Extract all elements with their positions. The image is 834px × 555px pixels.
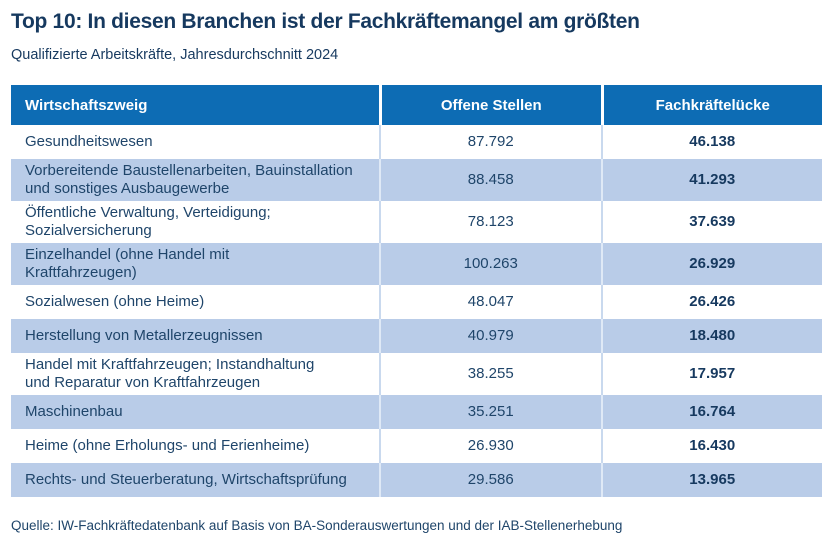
cell-offene-stellen: 29.586 <box>379 463 601 497</box>
cell-fachkraefteluecke: 41.293 <box>600 159 823 201</box>
infographic-page: Top 10: In diesen Branchen ist der Fachk… <box>11 10 822 533</box>
table-row: Gesundheitswesen 87.792 46.138 <box>11 125 822 159</box>
cell-offene-stellen: 40.979 <box>379 319 601 353</box>
table-row: Sozialwesen (ohne Heime) 48.047 26.426 <box>11 285 822 319</box>
cell-offene-stellen: 100.263 <box>379 243 601 285</box>
cell-offene-stellen: 87.792 <box>379 125 601 159</box>
cell-fachkraefteluecke: 16.764 <box>600 395 823 429</box>
column-header-offene-stellen: Offene Stellen <box>379 85 601 125</box>
cell-offene-stellen: 35.251 <box>379 395 601 429</box>
table-row: Einzelhandel (ohne Handel mit Kraftfahrz… <box>11 243 822 285</box>
cell-wirtschaftszweig: Maschinenbau <box>25 403 123 420</box>
page-subtitle: Qualifizierte Arbeitskräfte, Jahresdurch… <box>11 47 339 63</box>
cell-wirtschaftszweig: Herstellung von Metallerzeugnissen <box>25 327 263 344</box>
data-table: Wirtschaftszweig Offene Stellen Fachkräf… <box>11 85 822 497</box>
source-note: Quelle: IW-Fachkräftedatenbank auf Basis… <box>11 518 623 533</box>
cell-offene-stellen: 38.255 <box>379 353 601 395</box>
cell-fachkraefteluecke: 37.639 <box>600 201 823 243</box>
cell-wirtschaftszweig: Einzelhandel (ohne Handel mit Kraftfahrz… <box>25 246 230 281</box>
table-row: Maschinenbau 35.251 16.764 <box>11 395 822 429</box>
table-row: Herstellung von Metallerzeugnissen 40.97… <box>11 319 822 353</box>
cell-wirtschaftszweig: Gesundheitswesen <box>25 133 153 150</box>
table-row: Vorbereitende Baustellenarbeiten, Bauins… <box>11 159 822 201</box>
cell-offene-stellen: 88.458 <box>379 159 601 201</box>
cell-wirtschaftszweig: Heime (ohne Erholungs- und Ferienheime) <box>25 437 310 454</box>
table-header-row: Wirtschaftszweig Offene Stellen Fachkräf… <box>11 85 822 125</box>
cell-wirtschaftszweig: Sozialwesen (ohne Heime) <box>25 293 205 310</box>
cell-wirtschaftszweig: Rechts- und Steuerberatung, Wirtschaftsp… <box>25 471 347 488</box>
cell-fachkraefteluecke: 18.480 <box>600 319 823 353</box>
cell-offene-stellen: 78.123 <box>379 201 601 243</box>
table-row: Öffentliche Verwaltung, Verteidigung; So… <box>11 201 822 243</box>
column-header-wirtschaftszweig: Wirtschaftszweig <box>25 96 148 114</box>
cell-offene-stellen: 26.930 <box>379 429 601 463</box>
cell-offene-stellen: 48.047 <box>379 285 601 319</box>
cell-fachkraefteluecke: 26.426 <box>600 285 823 319</box>
table-row: Handel mit Kraftfahrzeugen; Instandhaltu… <box>11 353 822 395</box>
table-row: Rechts- und Steuerberatung, Wirtschaftsp… <box>11 463 822 497</box>
cell-wirtschaftszweig: Handel mit Kraftfahrzeugen; Instandhaltu… <box>25 356 315 391</box>
cell-fachkraefteluecke: 26.929 <box>600 243 823 285</box>
cell-fachkraefteluecke: 13.965 <box>600 463 823 497</box>
cell-wirtschaftszweig: Vorbereitende Baustellenarbeiten, Bauins… <box>25 162 353 197</box>
cell-fachkraefteluecke: 16.430 <box>600 429 823 463</box>
page-title: Top 10: In diesen Branchen ist der Fachk… <box>11 10 640 33</box>
table-row: Heime (ohne Erholungs- und Ferienheime) … <box>11 429 822 463</box>
column-header-fachkraefteluecke: Fachkräftelücke <box>600 85 823 125</box>
cell-fachkraefteluecke: 17.957 <box>600 353 823 395</box>
cell-wirtschaftszweig: Öffentliche Verwaltung, Verteidigung; So… <box>25 204 271 239</box>
cell-fachkraefteluecke: 46.138 <box>600 125 823 159</box>
